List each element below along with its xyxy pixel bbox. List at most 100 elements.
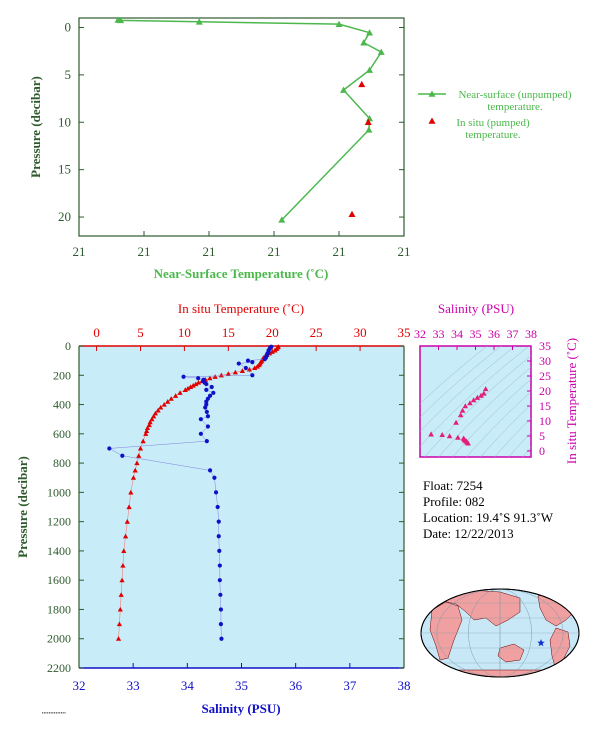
temperature-point — [122, 533, 129, 539]
ts-point — [459, 407, 466, 413]
temperature-point — [190, 382, 196, 388]
y-tick-label: 15 — [58, 162, 71, 177]
temperature-point — [147, 419, 153, 425]
salinity-tick-label: 35 — [235, 678, 248, 693]
salinity-axis-label: Salinity (PSU) — [201, 701, 280, 716]
near-surface-line — [117, 19, 383, 221]
salinity-point — [262, 357, 267, 362]
ts-y-tick-label: 15 — [539, 399, 551, 413]
near-surface-point — [366, 29, 374, 36]
salinity-point — [198, 417, 203, 422]
ts-x-tick-label: 33 — [433, 327, 445, 341]
pressure-tick-label: 2000 — [47, 632, 71, 646]
temperature-point — [120, 562, 126, 568]
pressure-tick-label: 1800 — [47, 602, 71, 616]
temperature-point — [124, 519, 130, 524]
temperature-point — [116, 621, 123, 627]
location-value: 19.4˚S 91.3˚W — [476, 510, 553, 525]
temperature-point — [132, 467, 138, 473]
ts-point — [482, 386, 489, 392]
temperature-point — [269, 349, 275, 354]
ts-y-tick-label: 10 — [539, 414, 551, 428]
ts-x-tick-label: 35 — [470, 327, 482, 341]
salinity-point — [216, 519, 221, 524]
temperature-point — [119, 577, 125, 583]
salinity-point — [236, 361, 241, 366]
density-contour — [466, 391, 531, 457]
ts-x-tick-label: 34 — [451, 327, 463, 341]
australia-shape — [497, 643, 525, 663]
temperature-point — [115, 636, 122, 641]
pressure-tick-label: 800 — [53, 456, 71, 470]
watermark-stamp: ▪▪▪▪▪▪▪▪▪▪▪▪▪▪ — [42, 710, 67, 715]
salinity-point — [213, 490, 219, 495]
salinity-point — [204, 399, 209, 404]
float-info: Float: 7254 Profile: 082 Location: 19.4˚… — [423, 478, 553, 542]
y-tick-label: 0 — [65, 19, 72, 34]
salinity-point — [243, 365, 248, 371]
ts-y-axis-label: In situ Temperature (˚C) — [564, 338, 579, 464]
temperature-point — [158, 404, 164, 410]
density-contour — [452, 378, 531, 457]
near-surface-point — [360, 39, 368, 46]
temperature-point — [193, 381, 199, 387]
y-tick-label: 10 — [58, 114, 71, 129]
temperature-point — [149, 416, 155, 422]
temperature-point — [152, 410, 159, 416]
pressure-axis-label: Pressure (decibar) — [15, 456, 30, 558]
temperature-point — [144, 428, 150, 433]
salinity-point — [218, 607, 224, 612]
ts-x-tick-label: 38 — [525, 327, 537, 341]
pressure-tick-label: 1200 — [47, 515, 71, 529]
temperature-tick-label: 5 — [137, 325, 144, 340]
antarctica-shape — [429, 669, 571, 677]
ts-point — [453, 419, 459, 425]
density-contours — [420, 346, 531, 457]
ts-y-tick-label: 20 — [539, 384, 551, 398]
profile-label: Profile: — [423, 494, 462, 509]
temperature-point — [155, 407, 161, 413]
near-surface-point — [335, 20, 343, 27]
temperature-point — [130, 475, 137, 480]
density-contour — [438, 366, 531, 457]
location-map — [420, 588, 580, 678]
salinity-tick-label: 37 — [343, 678, 357, 693]
salinity-point — [198, 431, 203, 436]
ts-point — [446, 433, 453, 439]
location-row: Location: 19.4˚S 91.3˚W — [423, 510, 553, 526]
legend-label-in-situ: In situ (pumped) — [456, 117, 530, 129]
temperature-point — [121, 548, 127, 553]
temperature-point — [272, 347, 278, 353]
temperature-point — [232, 369, 238, 375]
temperature-point — [195, 379, 202, 385]
temperature-point — [182, 387, 188, 392]
africa-shape — [429, 601, 463, 661]
density-contour — [480, 404, 531, 457]
temperature-point — [140, 438, 146, 444]
temperature-point — [207, 375, 213, 381]
salinity-point — [196, 376, 201, 381]
ts-y-tick-label: 0 — [539, 444, 545, 458]
profile-chart: 0 5 10 15 20 25 30 35 In situ Temperature (˚C) 32… — [15, 301, 411, 716]
float-row: Float: 7254 — [423, 478, 553, 494]
near-surface-point — [117, 16, 125, 24]
near-surface-point — [278, 216, 286, 223]
near-surface-point — [365, 126, 373, 133]
ts-x-tick-label: 36 — [488, 327, 500, 341]
ts-y-tick-label: 5 — [539, 429, 545, 443]
salinity-point — [250, 373, 255, 378]
salinity-point — [218, 592, 223, 597]
pressure-tick-label: 0 — [65, 339, 71, 353]
temperature-point — [177, 390, 183, 395]
pressure-tick-label: 1400 — [47, 544, 71, 558]
in-situ-point — [358, 80, 366, 88]
temperature-point — [143, 431, 149, 436]
temperature-tick-label: 30 — [354, 325, 367, 340]
ts-point — [428, 431, 434, 437]
map-outline — [420, 588, 580, 678]
salinity-point — [217, 548, 222, 554]
x-tick-label: 21 — [398, 244, 411, 259]
legend-triangle-green — [428, 90, 436, 97]
ts-x-tick-label: 37 — [507, 327, 519, 341]
